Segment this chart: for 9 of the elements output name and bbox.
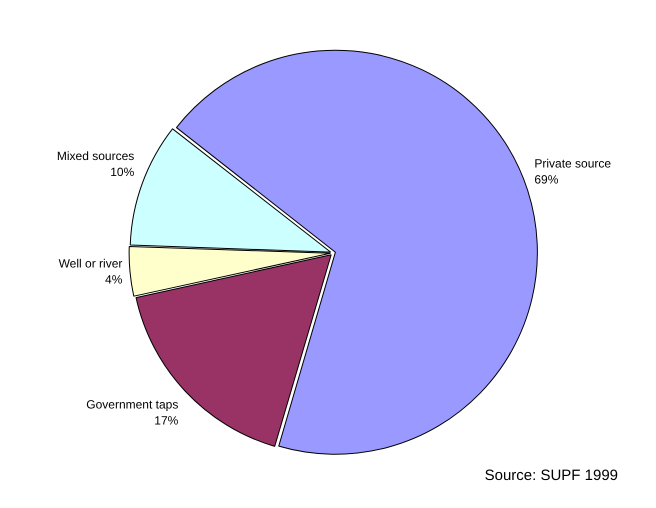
source-note: Source: SUPF 1999 bbox=[484, 467, 618, 484]
slice-label: Well or river bbox=[58, 256, 122, 270]
slice-label: Government taps bbox=[86, 398, 178, 412]
data-label: 17% bbox=[154, 414, 179, 428]
data-label: 10% bbox=[110, 164, 135, 179]
data-label: 69% bbox=[534, 172, 559, 187]
slice-label: Private source bbox=[534, 156, 612, 171]
data-label: 4% bbox=[105, 272, 123, 286]
slice-label: Mixed sources bbox=[56, 148, 134, 163]
